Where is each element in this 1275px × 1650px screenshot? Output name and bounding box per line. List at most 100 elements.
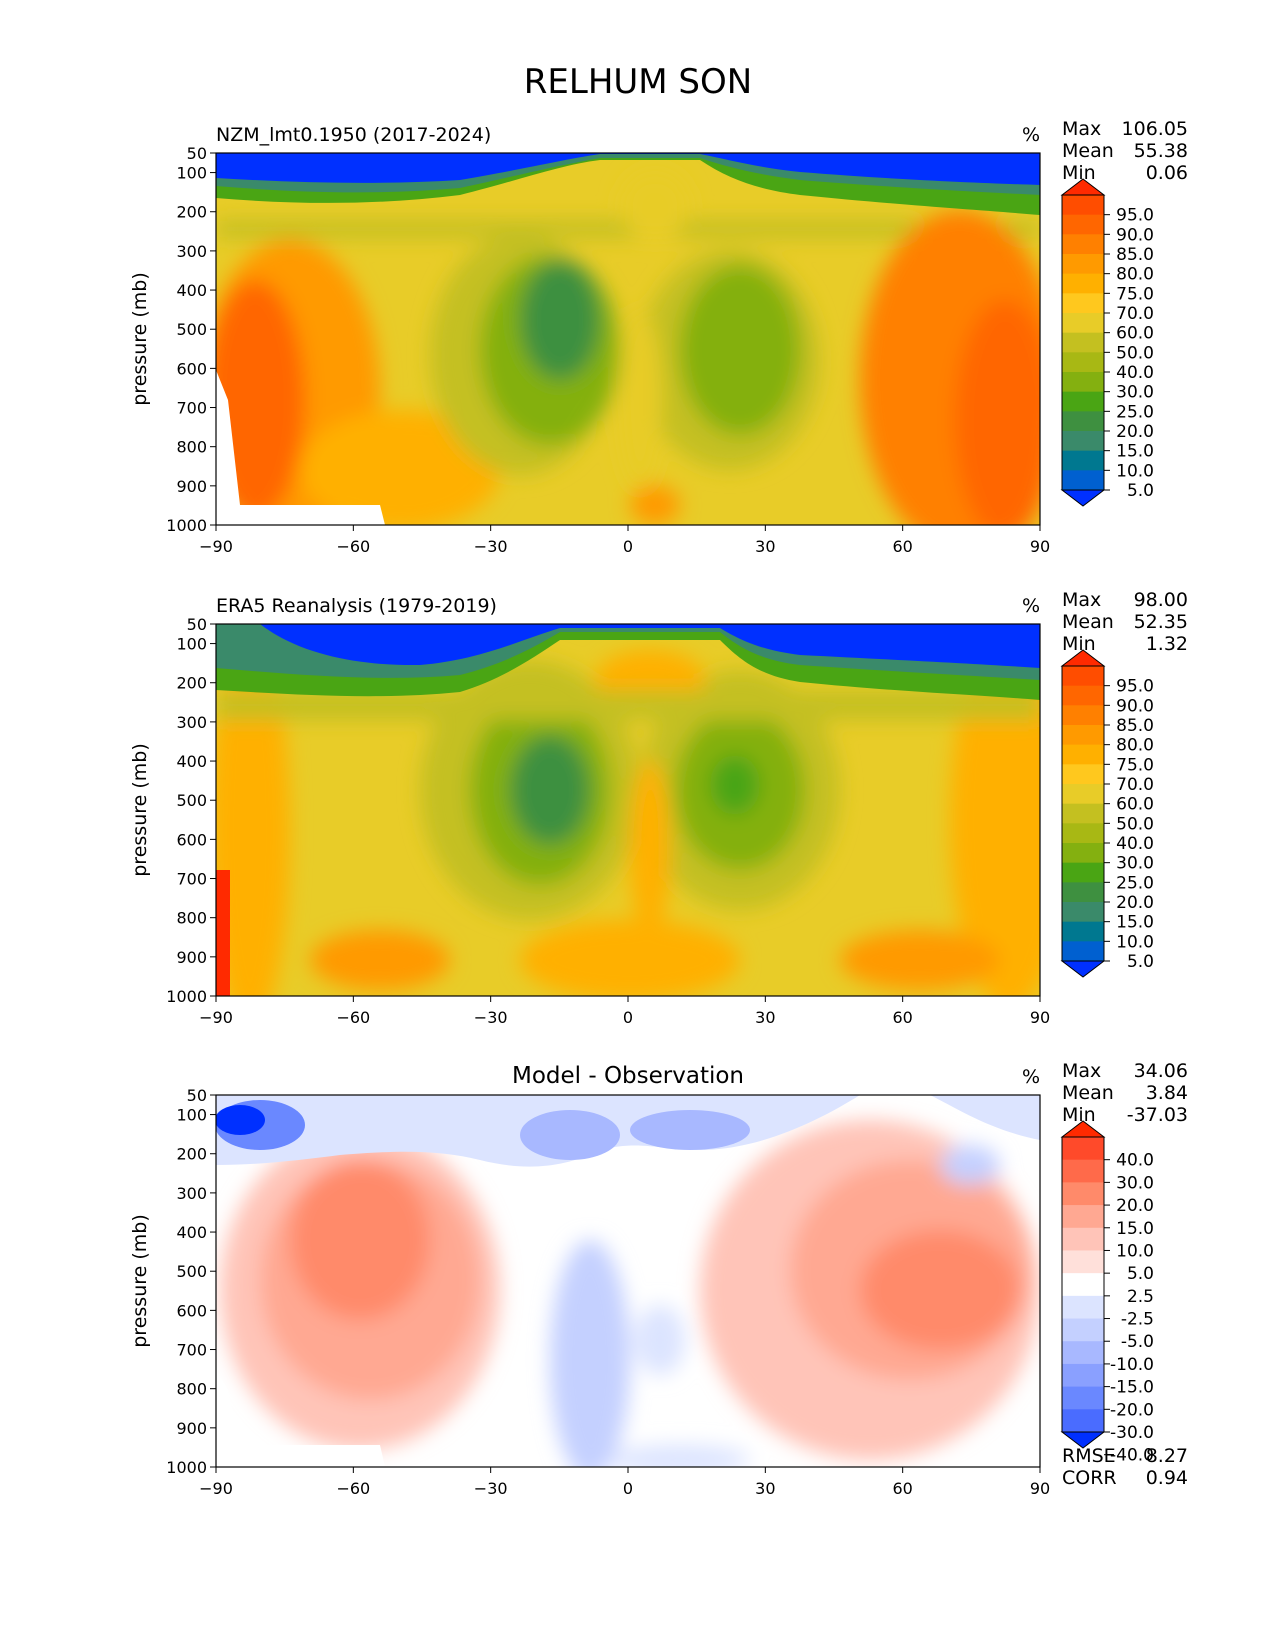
colorbar-tick-label: 20.0 (1116, 893, 1154, 913)
colorbar-segment (1062, 254, 1104, 275)
colorbar-segment (1062, 1295, 1104, 1320)
colorbar-tick-label: 30.0 (1116, 1173, 1154, 1193)
y-tick-label: 300 (176, 242, 207, 261)
y-tick-label: 200 (176, 1145, 207, 1164)
y-tick-label: 800 (176, 438, 207, 457)
colorbar-segment (1062, 862, 1104, 883)
colorbar-segment (1062, 685, 1104, 706)
colorbar-frame (1061, 665, 1105, 962)
stat-value-min: 1.32 (1146, 633, 1188, 655)
colorbar-tick-label: 40.0 (1116, 363, 1154, 383)
units-label: % (1022, 124, 1040, 146)
x-tick-label: −30 (474, 1479, 508, 1498)
x-tick-label: 90 (1030, 537, 1050, 556)
colorbar-cap-bottom (1060, 960, 1106, 978)
y-tick-label: 400 (176, 281, 207, 300)
y-tick-label: 900 (176, 948, 207, 967)
x-axis: −90 −60 −30 0 30 60 90 (199, 996, 1050, 1027)
stat-label-min: Min (1062, 1104, 1096, 1126)
x-tick-label: 0 (623, 1008, 633, 1027)
colorbar-segment (1062, 273, 1104, 294)
x-axis: −90 −60 −30 0 30 60 90 (199, 1467, 1050, 1498)
stat-label-max: Max (1062, 1060, 1101, 1082)
stat-value-mean: 52.35 (1134, 611, 1188, 633)
colorbar-tick-label: 85.0 (1116, 245, 1154, 265)
y-tick-label: 200 (176, 203, 207, 222)
panel-model: NZM_lmt0.1950 (2017-2024) % Max 106.05 M… (129, 118, 1188, 556)
colorbar-segment (1062, 1250, 1104, 1274)
stat-label-mean: Mean (1062, 140, 1114, 162)
y-tick-label: 500 (176, 1262, 207, 1281)
y-tick-label: 900 (176, 477, 207, 496)
colorbar-tick-label: -5.0 (1121, 1332, 1154, 1352)
stat-value-max: 106.05 (1122, 118, 1188, 140)
colorbar-segment (1062, 313, 1104, 334)
colorbar-segment (1062, 234, 1104, 255)
x-axis: −90 −60 −30 0 30 60 90 (199, 525, 1050, 556)
colorbar-segment (1062, 744, 1104, 765)
y-axis-label: pressure (mb) (129, 743, 151, 877)
colorbar-segment (1062, 902, 1104, 923)
colorbar-tick-label: 10.0 (1116, 1241, 1154, 1261)
colorbar-tick-label: 70.0 (1116, 304, 1154, 324)
stat-value-min: 0.06 (1146, 162, 1188, 184)
colorbar-segment (1062, 941, 1104, 962)
colorbar-tick-label: 85.0 (1116, 716, 1154, 736)
colorbar-segment (1062, 784, 1104, 805)
panel-difference: Model - Observation % Max 34.06 Mean 3.8… (129, 1060, 1188, 1498)
colorbar-segment (1062, 1205, 1104, 1229)
colorbar-tick-label: 5.0 (1127, 1264, 1154, 1284)
x-tick-label: −60 (336, 1479, 370, 1498)
colorbar-tick-label: 50.0 (1116, 343, 1154, 363)
colorbar-tick-label: 30.0 (1116, 854, 1154, 874)
y-tick-label: 100 (176, 1106, 207, 1125)
x-tick-label: 0 (623, 1479, 633, 1498)
colorbar-segment (1062, 823, 1104, 844)
colorbar-tick-label: 80.0 (1116, 736, 1154, 756)
colorbar-segment (1062, 843, 1104, 864)
x-tick-label: −90 (199, 537, 233, 556)
colorbar-tick-label: 20.0 (1116, 422, 1154, 442)
stat-label-max: Max (1062, 589, 1101, 611)
colorbar-tick-label: 95.0 (1116, 677, 1154, 697)
stat-label-min: Min (1062, 162, 1096, 184)
colorbar-tick-label: -20.0 (1110, 1400, 1154, 1420)
colorbar-tick-label: 90.0 (1116, 696, 1154, 716)
colorbar-tick-label: -30.0 (1110, 1423, 1154, 1443)
colorbar-segment (1062, 391, 1104, 412)
x-tick-label: −90 (199, 1008, 233, 1027)
colorbar-tick-label: 75.0 (1116, 755, 1154, 775)
colorbar-segment (1062, 803, 1104, 824)
colorbar-segment (1062, 725, 1104, 746)
y-tick-label: 200 (176, 674, 207, 693)
stat-value-mean: 3.84 (1146, 1082, 1188, 1104)
x-tick-label: 60 (892, 1008, 912, 1027)
colorbar-tick-label: 90.0 (1116, 225, 1154, 245)
x-tick-label: −30 (474, 537, 508, 556)
y-tick-label: 100 (176, 164, 207, 183)
colorbar-segment (1062, 1182, 1104, 1206)
colorbar-segment (1062, 411, 1104, 432)
colorbar-tick-label: 20.0 (1116, 1196, 1154, 1216)
x-tick-label: −30 (474, 1008, 508, 1027)
panel-title: NZM_lmt0.1950 (2017-2024) (216, 124, 491, 146)
x-tick-label: 90 (1030, 1479, 1050, 1498)
x-tick-label: 90 (1030, 1008, 1050, 1027)
y-axis-label: pressure (mb) (129, 272, 151, 406)
colorbar-cap-bottom (1060, 489, 1106, 507)
y-tick-label: 700 (176, 870, 207, 889)
colorbar-segment (1062, 1409, 1104, 1433)
colorbar-segment (1062, 1273, 1104, 1297)
colorbar-tick-label: 30.0 (1116, 383, 1154, 403)
colorbar-segment (1062, 705, 1104, 726)
colorbar-segment (1062, 431, 1104, 452)
colorbar-tick-label: 95.0 (1116, 206, 1154, 226)
colorbar-tick-label: 25.0 (1116, 873, 1154, 893)
units-label: % (1022, 1066, 1040, 1088)
panel-observation: ERA5 Reanalysis (1979-2019) % Max 98.00 … (129, 589, 1188, 1027)
colorbar-tick-label: 15.0 (1116, 1219, 1154, 1239)
colorbar-segment (1062, 1159, 1104, 1183)
y-tick-label: 50 (187, 1086, 207, 1105)
corr-label: CORR (1062, 1467, 1117, 1489)
